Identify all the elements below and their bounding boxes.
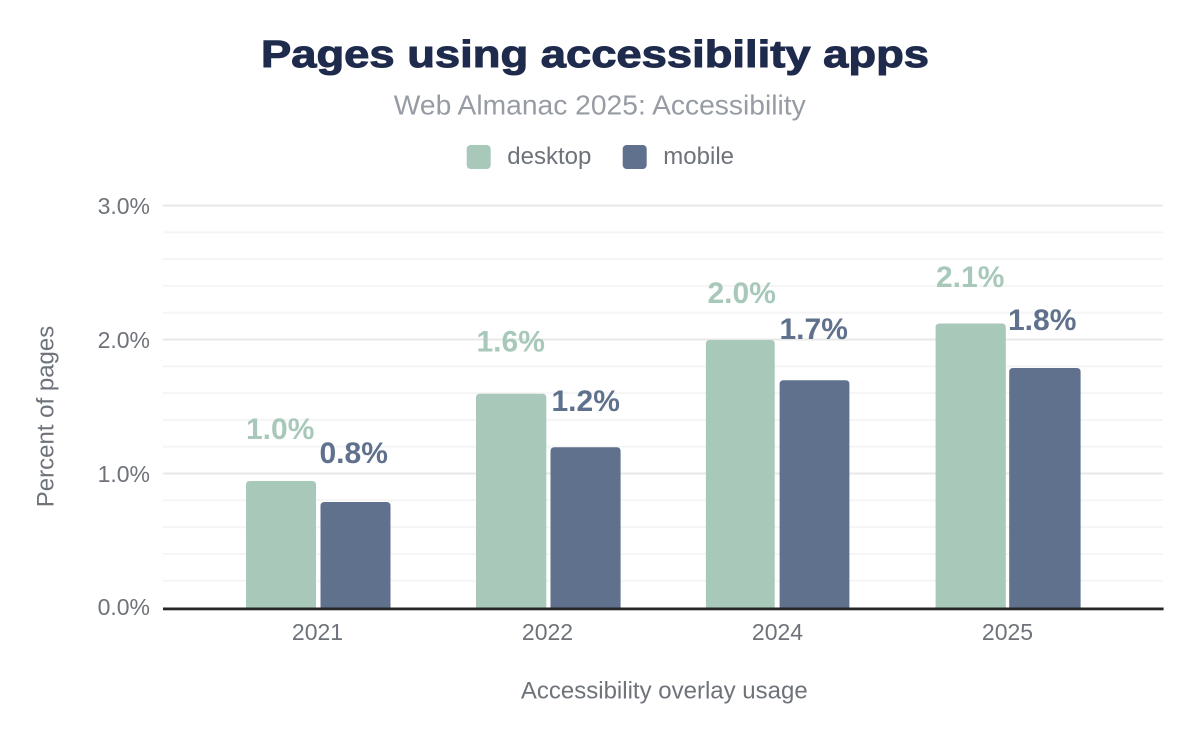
svg-text:1.2%: 1.2% [552, 385, 620, 418]
svg-text:2.1%: 2.1% [936, 261, 1004, 294]
svg-text:3.0%: 3.0% [98, 193, 150, 219]
svg-text:2.0%: 2.0% [98, 327, 150, 353]
svg-text:0.0%: 0.0% [98, 594, 150, 620]
svg-text:2024: 2024 [752, 619, 803, 645]
svg-text:2022: 2022 [522, 619, 573, 645]
svg-text:1.7%: 1.7% [780, 313, 848, 346]
svg-text:Pages using accessibility apps: Pages using accessibility apps [261, 34, 929, 76]
svg-text:2021: 2021 [292, 619, 343, 645]
svg-text:2.0%: 2.0% [708, 277, 776, 310]
svg-text:mobile: mobile [663, 143, 734, 170]
svg-text:Percent of pages: Percent of pages [33, 326, 60, 507]
svg-text:desktop: desktop [507, 143, 591, 170]
svg-text:1.0%: 1.0% [98, 461, 150, 487]
svg-text:1.6%: 1.6% [477, 326, 545, 359]
svg-text:1.0%: 1.0% [246, 413, 314, 446]
svg-text:2025: 2025 [982, 619, 1033, 645]
svg-text:1.8%: 1.8% [1008, 304, 1076, 337]
svg-text:Accessibility overlay usage: Accessibility overlay usage [521, 678, 808, 705]
svg-text:Web Almanac 2025: Accessibilit: Web Almanac 2025: Accessibility [394, 90, 806, 121]
svg-text:0.8%: 0.8% [320, 437, 388, 470]
